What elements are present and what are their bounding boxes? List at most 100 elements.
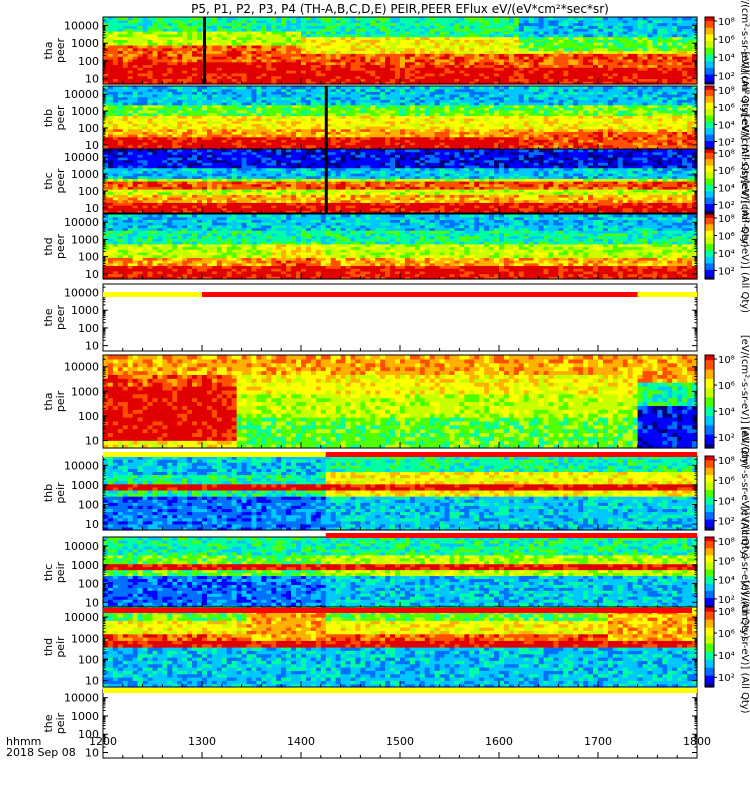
y-tick-label: 10000	[64, 151, 99, 164]
colorbar-tick-label: 10⁸	[718, 607, 735, 618]
colorbar-tick-label: 10⁸	[718, 149, 735, 160]
y-axis-label-species: peer	[54, 38, 67, 64]
spectrogram-image	[103, 214, 698, 280]
y-tick-label: 10	[85, 596, 99, 609]
colorbar-tick-label: 10⁶	[718, 166, 735, 177]
y-tick-label: 1000	[71, 559, 99, 572]
mode-bar	[103, 292, 697, 297]
mode-bar-segment	[103, 688, 697, 693]
y-axis-label-probe: thd	[42, 638, 55, 656]
y-axis-label-probe: thd	[42, 237, 55, 255]
y-tick-label: 100	[78, 499, 99, 512]
colorbar-label: [eV/(cm²-s-sr-eV)] (All Qty)	[739, 0, 750, 117]
spectrogram-panel-tha-peer: 10000 1000 100 10 tha peer	[42, 16, 698, 86]
y-tick-label: 1000	[71, 168, 99, 181]
y-axis-label-species: peer	[54, 305, 67, 331]
y-axis-label-probe: thc	[42, 564, 55, 581]
y-axis-label-species: peer	[54, 105, 67, 131]
y-tick-label: 10	[85, 435, 99, 448]
y-tick-label: 10000	[64, 459, 99, 472]
y-tick-label: 10000	[64, 692, 99, 705]
y-tick-label: 100	[78, 653, 99, 666]
mode-bar-segment	[325, 533, 697, 538]
colorbar-tick-label: 10⁶	[718, 381, 735, 392]
y-axis-label-probe: the	[42, 714, 55, 732]
colorbar: 10⁸ 10⁶ 10⁴ 10² [eV/(cm²-s-sr-eV)] (All Qty)	[704, 335, 750, 468]
colorbar-label: [eV/(cm²-s-sr-eV)] (All Qty)	[739, 180, 750, 313]
y-tick-label: 100	[78, 55, 99, 68]
y-tick-label: 100	[78, 185, 99, 198]
colorbar-tick-label: 10⁸	[718, 214, 735, 225]
y-axis-label-probe: the	[42, 308, 55, 326]
mode-bar	[103, 452, 697, 457]
mode-bar-segment	[103, 452, 326, 457]
colorbar-tick-label: 10⁸	[718, 355, 735, 366]
y-tick-label: 10	[85, 202, 99, 215]
y-tick-label: 1000	[71, 385, 99, 398]
y-axis-label-probe: thb	[42, 109, 55, 127]
y-tick-label: 1000	[71, 479, 99, 492]
y-tick-label: 10	[85, 675, 99, 688]
y-tick-label: 100	[78, 578, 99, 591]
colorbar: 10⁸ 10⁶ 10⁴ 10² [eV/(cm²-s-sr-eV)] (All Qty)	[704, 426, 750, 560]
spectrogram-image	[103, 456, 698, 531]
spectrogram-panel-thd-peer: 10000 1000 100 10 thd peer	[42, 213, 698, 281]
spectrogram-panel-thb-peer: 10000 1000 100 10 thb peer	[42, 85, 698, 152]
spectrogram-image	[103, 17, 698, 85]
colorbar-tick-label: 10²	[718, 673, 735, 684]
colorbar-label: [eV/(cm²-s-sr-eV)] (All Qty)	[739, 51, 750, 184]
spectrogram-panel-thc-peer: 10000 1000 100 10 thc peer	[42, 148, 698, 215]
x-tick-label: 1200	[89, 735, 117, 748]
colorbar: 10⁸ 10⁶ 10⁴ 10² [eV/(cm²-s-sr-eV)] (All Qty)	[704, 580, 750, 714]
y-tick-label: 10000	[64, 540, 99, 553]
spectrogram-panel-thb-peir: 10000 1000 100 10 thb peir	[42, 455, 698, 531]
x-tick-label: 1300	[188, 735, 216, 748]
mode-bar-segment	[103, 608, 693, 613]
y-axis-label-species: peir	[54, 712, 67, 734]
y-tick-label: 1000	[71, 632, 99, 645]
y-axis-label-probe: tha	[42, 41, 55, 59]
mode-bar	[325, 533, 697, 538]
y-axis-label-probe: thb	[42, 484, 55, 502]
y-tick-label: 10	[85, 139, 99, 152]
colorbar-tick-label: 10⁴	[718, 576, 735, 587]
y-axis-label-species: peer	[54, 168, 67, 194]
colorbar-tick-label: 10²	[718, 266, 735, 277]
colorbar-label: [eV/(cm²-s-sr-eV)] (All Qty)	[739, 426, 750, 559]
x-tick-label: 1500	[386, 735, 414, 748]
mode-bar-segment	[637, 292, 697, 297]
x-tick-label: 1400	[287, 735, 315, 748]
colorbar-label: [eV/(cm²-s-sr-eV)] (All Qty)	[739, 335, 750, 468]
spectrogram-image	[103, 607, 698, 688]
x-tick-label: 1800	[683, 735, 711, 748]
spectrogram-panel-the-peir: 10000 1000 100 10 the peir	[42, 688, 698, 760]
y-tick-label: 10	[85, 518, 99, 531]
mode-bar	[103, 688, 697, 693]
colorbar-tick-label: 10⁶	[718, 476, 735, 487]
spectrogram-image	[103, 149, 698, 214]
colorbar-tick-label: 10⁶	[718, 231, 735, 242]
colorbar-tick-label: 10⁴	[718, 496, 735, 507]
y-axis-label-probe: tha	[42, 392, 55, 410]
spectrogram-panel-thc-peir: 10000 1000 100 10 thc peir	[42, 536, 698, 609]
spectrogram-image	[103, 86, 698, 151]
y-tick-label: 10	[85, 340, 99, 353]
y-axis-label-species: peer	[54, 234, 67, 260]
colorbar-tick-label: 10⁶	[718, 629, 735, 640]
colorbar: 10⁸ 10⁶ 10⁴ 10² [eV/(cm²-s-sr-eV)] (All Qty)	[704, 114, 750, 248]
y-axis-label-species: peir	[54, 482, 67, 504]
y-axis-label-species: peir	[54, 390, 67, 412]
colorbar-tick-label: 10⁴	[718, 651, 735, 662]
colorbar-tick-label: 10²	[718, 517, 735, 528]
spectrogram-panel-thd-peir: 10000 1000 100 10 thd peir	[42, 606, 698, 688]
data-gap-line	[202, 17, 206, 84]
y-tick-label: 100	[78, 251, 99, 264]
colorbar-label: [eV/(cm²-s-sr-eV)] (All Qty)	[739, 580, 750, 713]
spectrogram-image	[103, 355, 698, 449]
y-tick-label: 10000	[64, 216, 99, 229]
y-axis-label-species: peir	[54, 561, 67, 583]
colorbar-label: [eV/(cm²-s-sr-eV)] (All Qty)	[739, 114, 750, 247]
x-axis-label-date: 2018 Sep 08	[6, 746, 76, 759]
colorbar-tick-label: 10²	[718, 595, 735, 606]
